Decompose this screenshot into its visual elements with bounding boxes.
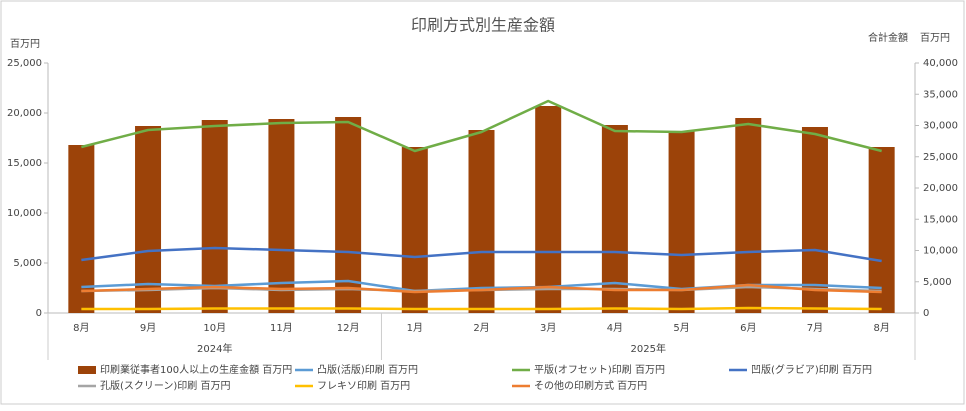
legend-label: 孔版(スクリーン)印刷 百万円 — [100, 379, 230, 392]
bar — [268, 119, 295, 313]
x-tick-label: 8月 — [873, 322, 889, 334]
bar — [68, 145, 95, 313]
y2-tick-label: 5,000 — [923, 277, 952, 288]
x-tick-label: 11月 — [270, 322, 293, 334]
legend-swatch — [78, 366, 96, 374]
bar — [668, 131, 695, 313]
y2-tick-label: 10,000 — [923, 246, 958, 257]
line — [81, 246, 882, 263]
y-tick-label: 20,000 — [7, 108, 42, 119]
group-label: 2025年 — [631, 342, 666, 355]
y-tick-label: 0 — [36, 308, 42, 319]
x-tick-label: 9月 — [140, 322, 156, 334]
y-tick-label: 25,000 — [7, 58, 42, 69]
chart-title: 印刷方式別生産金額 — [411, 16, 555, 35]
group-label: 2024年 — [197, 342, 232, 355]
bar — [468, 130, 495, 313]
legend-label: 平版(オフセット)印刷 百万円 — [534, 363, 665, 376]
y2-axis-label: 合計金額 — [868, 31, 908, 44]
bar — [801, 127, 828, 313]
y-tick-label: 15,000 — [7, 158, 42, 169]
y2-tick-label: 0 — [923, 308, 929, 319]
x-tick-label: 10月 — [203, 322, 226, 334]
y-tick-label: 10,000 — [7, 208, 42, 219]
x-tick-label: 4月 — [607, 322, 623, 334]
y2-tick-label: 20,000 — [923, 183, 958, 194]
line — [81, 99, 882, 153]
legend-label: フレキソ印刷 百万円 — [317, 380, 410, 392]
line — [81, 306, 882, 311]
x-tick-label: 1月 — [407, 322, 423, 334]
y2-tick-label: 15,000 — [923, 214, 958, 225]
bar — [201, 120, 228, 313]
x-tick-label: 8月 — [73, 322, 89, 334]
bar — [735, 118, 762, 313]
x-tick-label: 2月 — [473, 322, 489, 334]
y2-tick-label: 40,000 — [923, 58, 958, 69]
y2-tick-label: 35,000 — [923, 89, 958, 100]
bar — [535, 106, 562, 313]
x-tick-label: 5月 — [673, 322, 689, 334]
y-axis-label: 百万円 — [10, 38, 40, 50]
legend-label: 凹版(グラビア)印刷 百万円 — [751, 363, 872, 376]
x-tick-label: 7月 — [807, 322, 823, 334]
x-tick-label: 6月 — [740, 322, 756, 334]
bar — [601, 125, 628, 313]
y-tick-label: 5,000 — [13, 258, 42, 269]
y2-tick-label: 25,000 — [923, 152, 958, 163]
x-tick-label: 12月 — [337, 322, 360, 334]
bar — [135, 126, 162, 313]
x-tick-label: 3月 — [540, 322, 556, 334]
legend-label: その他の印刷方式 百万円 — [534, 379, 647, 392]
y2-tick-label: 30,000 — [923, 121, 958, 132]
legend-label: 凸版(活版)印刷 百万円 — [317, 363, 418, 376]
bar — [401, 147, 428, 313]
line — [81, 283, 882, 294]
bar — [868, 147, 895, 313]
legend-label: 印刷業従事者100人以上の生産金額 百万円 — [100, 363, 292, 376]
y2-axis-unit: 百万円 — [920, 32, 950, 44]
